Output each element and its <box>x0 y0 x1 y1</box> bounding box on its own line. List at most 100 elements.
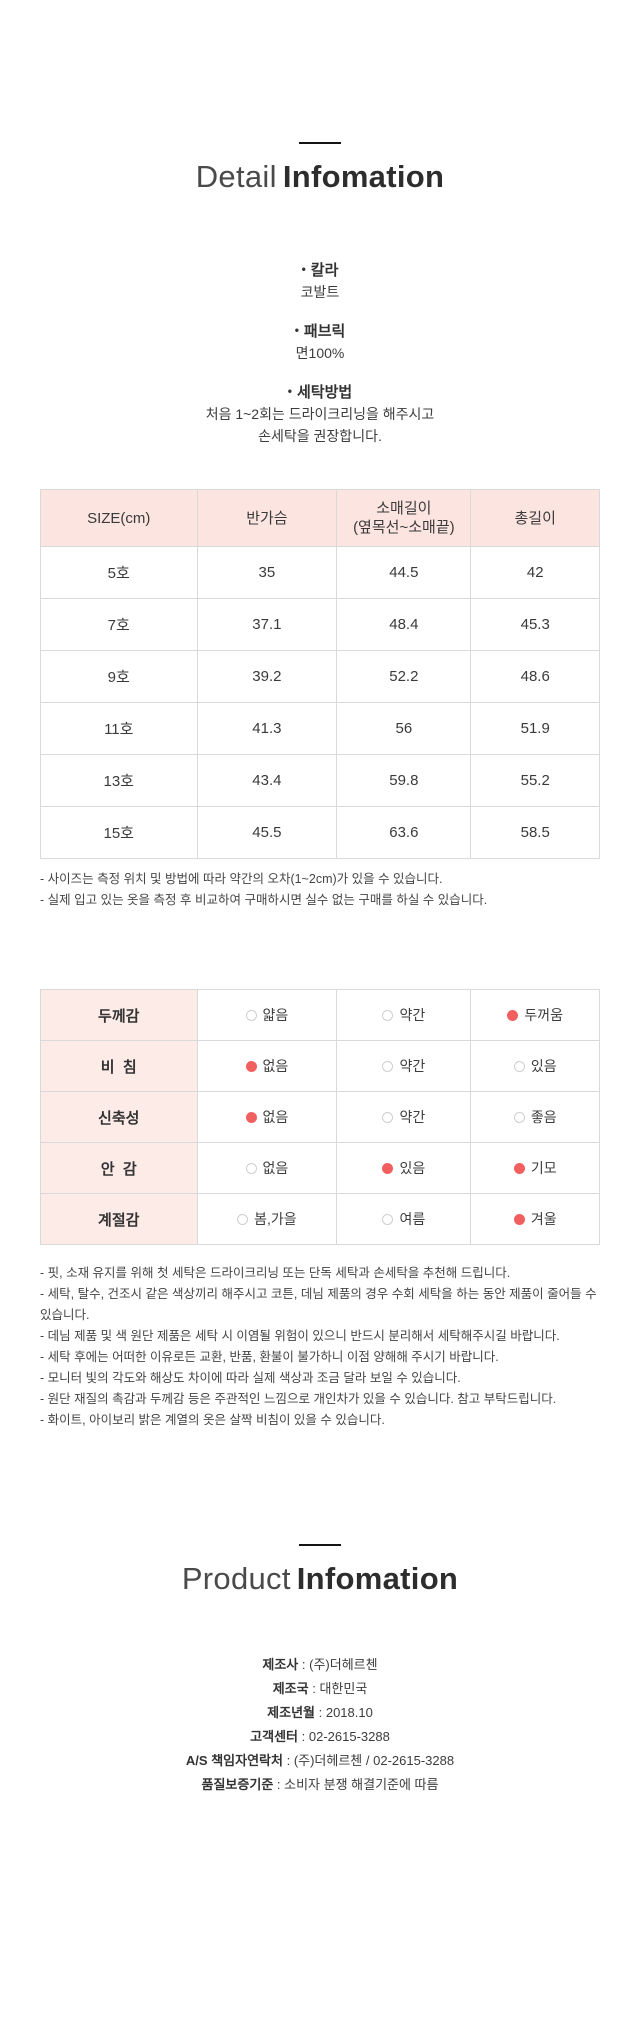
radio-dot-icon <box>245 1163 257 1174</box>
product-section-divider <box>299 1544 341 1546</box>
bullet-label: • 패브릭 <box>0 322 640 342</box>
size-cell: 15호 <box>40 806 198 859</box>
size-table-row: 5호 35 44.5 42 <box>40 546 600 599</box>
option-text: 여름 <box>399 1211 426 1227</box>
detail-title-bold: Infomation <box>282 159 445 194</box>
fabric-attribute-table: 두께감 얇음 약간 두꺼움 비 침 없음 약간 있음 신축성 없음 약간 좋음 … <box>40 989 600 1245</box>
size-table-row: 7호 37.1 48.4 45.3 <box>40 598 600 651</box>
info-line-customer-center: 고객센터 : 02-2615-3288 <box>0 1725 640 1749</box>
length-cell: 42 <box>470 546 600 599</box>
bullet-icon: • <box>294 323 299 337</box>
size-table-row: 13호 43.4 59.8 55.2 <box>40 754 600 807</box>
attribute-row-thickness: 두께감 얇음 약간 두꺼움 <box>40 989 600 1041</box>
info-value: 2018.10 <box>325 1705 373 1720</box>
radio-dot-icon <box>513 1061 525 1072</box>
option-text: 겨울 <box>530 1211 557 1227</box>
size-cell: 7호 <box>40 598 198 651</box>
bullet-label-text: 패브릭 <box>303 323 346 340</box>
size-table-row: 15호 45.5 63.6 58.5 <box>40 806 600 859</box>
radio-dot-icon <box>382 1214 394 1225</box>
sleeve-cell: 44.5 <box>336 546 472 599</box>
care-note: - 세탁 후에는 어떠한 이유로든 교환, 반품, 환불이 불가하니 이점 양해… <box>40 1350 499 1364</box>
info-separator: : <box>298 1657 310 1672</box>
info-value: 소비자 분쟁 해결기준에 따름 <box>284 1777 439 1792</box>
radio-dot-icon <box>245 1061 257 1072</box>
info-line-warranty: 품질보증기준 : 소비자 분쟁 해결기준에 따름 <box>0 1773 640 1797</box>
info-label: 제조년월 <box>267 1705 315 1720</box>
attribute-option: 기모 <box>470 1142 600 1194</box>
attribute-row-stretch: 신축성 없음 약간 좋음 <box>40 1091 600 1143</box>
attribute-option: 약간 <box>336 1040 472 1092</box>
chest-cell: 43.4 <box>196 754 338 807</box>
attribute-option: 겨울 <box>470 1193 600 1245</box>
attribute-option: 약간 <box>336 1091 472 1143</box>
length-cell: 45.3 <box>470 598 600 651</box>
sleeve-cell: 59.8 <box>336 754 472 807</box>
size-table-row: 9호 39.2 52.2 48.6 <box>40 650 600 703</box>
option-text: 약간 <box>399 1109 426 1125</box>
product-section-title: Product Infomation <box>0 1560 640 1597</box>
length-cell: 51.9 <box>470 702 600 755</box>
care-note: - 화이트, 아이보리 밝은 계열의 옷은 살짝 비침이 있을 수 있습니다. <box>40 1413 385 1427</box>
radio-dot-icon <box>513 1214 525 1225</box>
product-title-bold: Infomation <box>296 1561 459 1596</box>
attribute-option: 봄,가을 <box>196 1193 338 1245</box>
bullet-icon: • <box>287 384 292 398</box>
bullet-value: 처음 1~2회는 드라이크리닝을 해주시고 <box>205 406 435 422</box>
attribute-option: 두꺼움 <box>470 989 600 1041</box>
chest-cell: 39.2 <box>196 650 338 703</box>
attribute-label: 신축성 <box>40 1091 198 1143</box>
product-title-light: Product <box>181 1561 291 1596</box>
attribute-row-sheerness: 비 침 없음 약간 있음 <box>40 1040 600 1092</box>
size-table-header-sleeve-line1: 소매길이 <box>376 500 432 517</box>
attribute-option: 있음 <box>336 1142 472 1194</box>
option-text: 두꺼움 <box>524 1007 564 1023</box>
size-table-header-length: 총길이 <box>470 489 600 547</box>
attribute-option: 여름 <box>336 1193 472 1245</box>
radio-dot-icon <box>245 1112 257 1123</box>
detail-section-title: Detail Infomation <box>0 158 640 195</box>
attribute-label: 두께감 <box>40 989 198 1041</box>
attribute-label: 계절감 <box>40 1193 198 1245</box>
option-text: 있음 <box>399 1160 426 1176</box>
care-note: - 데님 제품 및 색 원단 제품은 세탁 시 이염될 위험이 있으니 반드시 … <box>40 1329 560 1343</box>
size-table-row: 11호 41.3 56 51.9 <box>40 702 600 755</box>
info-separator: : <box>308 1681 320 1696</box>
radio-dot-icon <box>382 1061 394 1072</box>
bullet-value: 손세탁을 권장합니다. <box>258 428 382 444</box>
info-value: (주)더헤르첸 <box>309 1657 378 1672</box>
size-table-header-row: SIZE(cm) 반가슴 소매길이 (옆목선~소매끝) 총길이 <box>40 489 600 547</box>
attribute-label: 안 감 <box>40 1142 198 1194</box>
care-notes: - 핏, 소재 유지를 위해 첫 세탁은 드라이크리닝 또는 단독 세탁과 손세… <box>40 1263 600 1431</box>
bullet-label-text: 세탁방법 <box>297 384 353 401</box>
bullet-label-text: 칼라 <box>310 262 339 279</box>
size-table: SIZE(cm) 반가슴 소매길이 (옆목선~소매끝) 총길이 5호 35 44… <box>40 489 600 859</box>
info-label: 품질보증기준 <box>201 1777 274 1792</box>
option-text: 없음 <box>262 1058 289 1074</box>
size-table-header-sleeve: 소매길이 (옆목선~소매끝) <box>336 489 472 547</box>
radio-dot-icon <box>513 1112 525 1123</box>
option-text: 얇음 <box>262 1007 289 1023</box>
bullet-label: • 칼라 <box>0 261 640 281</box>
size-table-header-size: SIZE(cm) <box>40 489 198 547</box>
size-table-header-chest: 반가슴 <box>196 489 338 547</box>
radio-dot-icon <box>513 1163 525 1174</box>
attribute-option: 있음 <box>470 1040 600 1092</box>
attribute-label: 비 침 <box>40 1040 198 1092</box>
option-text: 없음 <box>262 1160 289 1176</box>
option-text: 없음 <box>262 1109 289 1125</box>
chest-cell: 37.1 <box>196 598 338 651</box>
info-separator: : <box>315 1705 326 1720</box>
size-table-notes: - 사이즈는 측정 위치 및 방법에 따라 약간의 오차(1~2cm)가 있을 … <box>40 869 600 911</box>
radio-dot-icon <box>382 1010 394 1021</box>
info-label: 고객센터 <box>250 1729 299 1744</box>
option-text: 약간 <box>399 1058 426 1074</box>
attribute-row-lining: 안 감 없음 있음 기모 <box>40 1142 600 1194</box>
length-cell: 48.6 <box>470 650 600 703</box>
option-text: 있음 <box>530 1058 557 1074</box>
sleeve-cell: 56 <box>336 702 472 755</box>
chest-cell: 35 <box>196 546 338 599</box>
size-cell: 13호 <box>40 754 198 807</box>
bullet-icon: • <box>301 262 306 276</box>
info-line-country: 제조국 : 대한민국 <box>0 1677 640 1701</box>
